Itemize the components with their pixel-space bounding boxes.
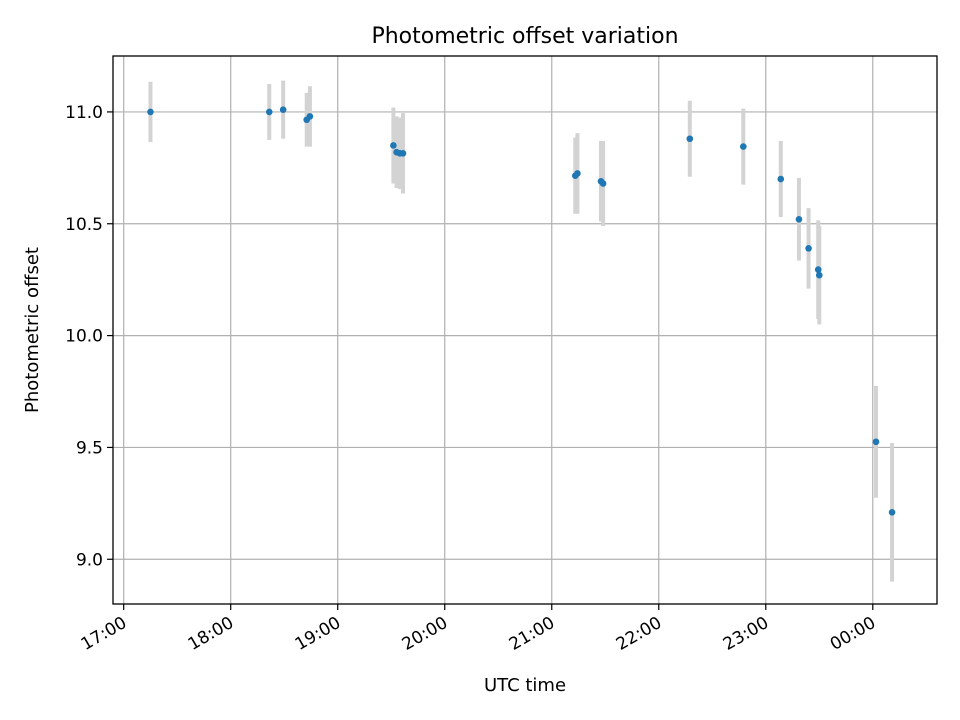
- data-point: [279, 106, 287, 113]
- x-tick-label: 19:00: [292, 613, 344, 655]
- chart-title: Photometric offset variation: [371, 24, 678, 49]
- data-point: [574, 170, 581, 177]
- data-point: [306, 113, 314, 120]
- x-tick-label: 00:00: [827, 613, 879, 655]
- axis-ticks: 17:00 18:00 19:00 20:00 21:00 22:00 23:00 00:00…: [65, 103, 879, 655]
- x-tick-label: 18:00: [185, 613, 237, 655]
- y-tick-label: 9.0: [76, 550, 103, 570]
- data-point: [795, 215, 803, 223]
- x-tick-label: 22:00: [613, 613, 665, 655]
- data-point: [805, 245, 812, 252]
- data-point: [872, 438, 880, 446]
- x-tick-label: 23:00: [720, 613, 772, 655]
- data-point: [686, 135, 694, 143]
- data-point: [777, 175, 785, 183]
- plot-frame: [112, 55, 938, 605]
- y-tick-label: 10.5: [65, 215, 103, 235]
- x-tick-label: 17:00: [78, 613, 130, 655]
- data-point: [599, 180, 607, 187]
- y-axis-label: Photometric offset: [22, 247, 43, 413]
- error-bars: [148, 80, 895, 582]
- data-point: [390, 142, 397, 149]
- x-tick-label: 20:00: [399, 613, 451, 655]
- data-point: [814, 266, 822, 273]
- data-points: [147, 106, 896, 516]
- grid-lines: [113, 56, 937, 604]
- data-point: [888, 508, 896, 516]
- data-point: [147, 108, 154, 116]
- data-point: [740, 143, 747, 150]
- y-tick-label: 11.0: [65, 103, 103, 123]
- data-point: [399, 149, 407, 157]
- y-tick-label: 9.5: [76, 438, 103, 458]
- x-tick-label: 21:00: [506, 613, 558, 655]
- data-point: [815, 271, 823, 279]
- data-point: [265, 108, 273, 116]
- x-axis-label: UTC time: [484, 675, 566, 696]
- y-tick-label: 10.0: [65, 327, 103, 347]
